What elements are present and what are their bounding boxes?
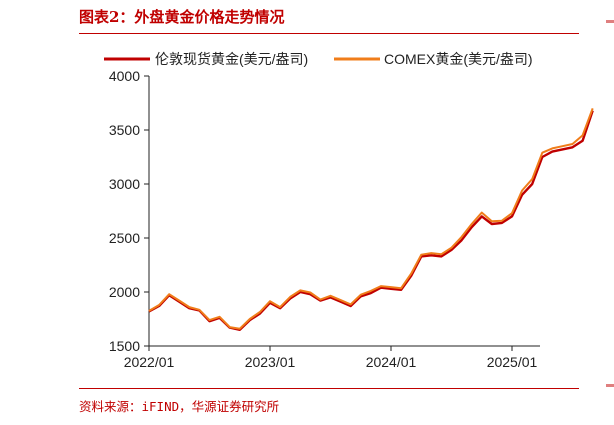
figure-title: 图表2：外盘黄金价格走势情况 (79, 8, 285, 26)
y-tick-label: 3000 (109, 176, 140, 192)
y-tick-label: 2000 (109, 284, 140, 300)
series-lines (148, 108, 594, 331)
series-line-2 (148, 108, 594, 330)
legend-label-series-1: 伦敦现货黄金(美元/盎司) (155, 51, 308, 67)
axes: 1500 2000 2500 3000 3500 4000 2022/01 2023/01 20… (109, 68, 540, 370)
y-tick-label: 3500 (109, 122, 140, 138)
y-tick-label: 4000 (109, 68, 140, 84)
series-line-1 (148, 110, 594, 331)
y-tick-label: 2500 (109, 230, 140, 246)
x-tick-label: 2022/01 (124, 354, 175, 370)
legend: 伦敦现货黄金(美元/盎司) COMEX黄金(美元/盎司) (104, 51, 533, 67)
source-note: 资料来源：iFIND，华源证券研究所 (79, 399, 280, 414)
y-tick-label: 1500 (109, 338, 140, 354)
title-rule (79, 33, 579, 34)
legend-label-series-2: COMEX黄金(美元/盎司) (384, 51, 533, 67)
adjacent-figure-edge (606, 20, 614, 23)
adjacent-figure-edge-bottom (606, 384, 614, 387)
x-tick-label: 2023/01 (245, 354, 296, 370)
x-tick-label: 2025/01 (487, 354, 538, 370)
footer-rule (79, 388, 579, 389)
x-tick-label: 2024/01 (366, 354, 417, 370)
